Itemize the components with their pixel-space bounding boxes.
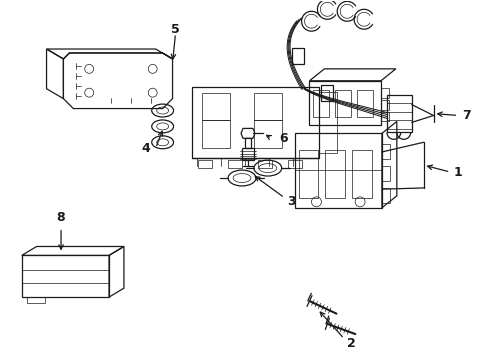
Bar bbox=[321, 85, 333, 100]
Bar bbox=[380, 112, 388, 121]
Text: 3: 3 bbox=[287, 195, 295, 208]
Bar bbox=[21, 255, 109, 297]
Bar bbox=[242, 148, 253, 160]
Bar bbox=[294, 133, 381, 208]
Bar bbox=[313, 90, 328, 117]
Bar bbox=[253, 93, 281, 121]
Text: 7: 7 bbox=[461, 109, 469, 122]
Bar bbox=[291, 48, 303, 64]
Bar bbox=[298, 150, 318, 198]
Bar bbox=[335, 90, 350, 117]
Bar bbox=[380, 88, 388, 98]
Bar bbox=[381, 188, 389, 203]
Text: 5: 5 bbox=[171, 23, 180, 36]
Bar bbox=[351, 150, 371, 198]
Bar bbox=[27, 297, 44, 303]
Bar bbox=[325, 150, 345, 198]
Bar bbox=[198, 160, 212, 168]
Text: 4: 4 bbox=[141, 142, 150, 155]
Bar bbox=[381, 144, 389, 159]
Bar bbox=[253, 121, 281, 148]
Text: 8: 8 bbox=[57, 211, 65, 224]
Bar bbox=[202, 121, 230, 148]
Bar bbox=[202, 93, 230, 121]
Bar bbox=[309, 81, 380, 125]
Bar bbox=[380, 100, 388, 109]
Bar bbox=[257, 160, 271, 168]
Bar bbox=[192, 87, 319, 158]
Bar bbox=[356, 90, 372, 117]
Text: 6: 6 bbox=[279, 132, 288, 145]
Text: 1: 1 bbox=[453, 166, 462, 179]
Bar bbox=[386, 95, 411, 132]
Bar bbox=[228, 160, 242, 168]
Bar bbox=[244, 138, 250, 148]
Text: 2: 2 bbox=[346, 337, 355, 350]
Bar bbox=[381, 166, 389, 181]
Bar bbox=[319, 92, 337, 153]
Bar bbox=[287, 160, 301, 168]
